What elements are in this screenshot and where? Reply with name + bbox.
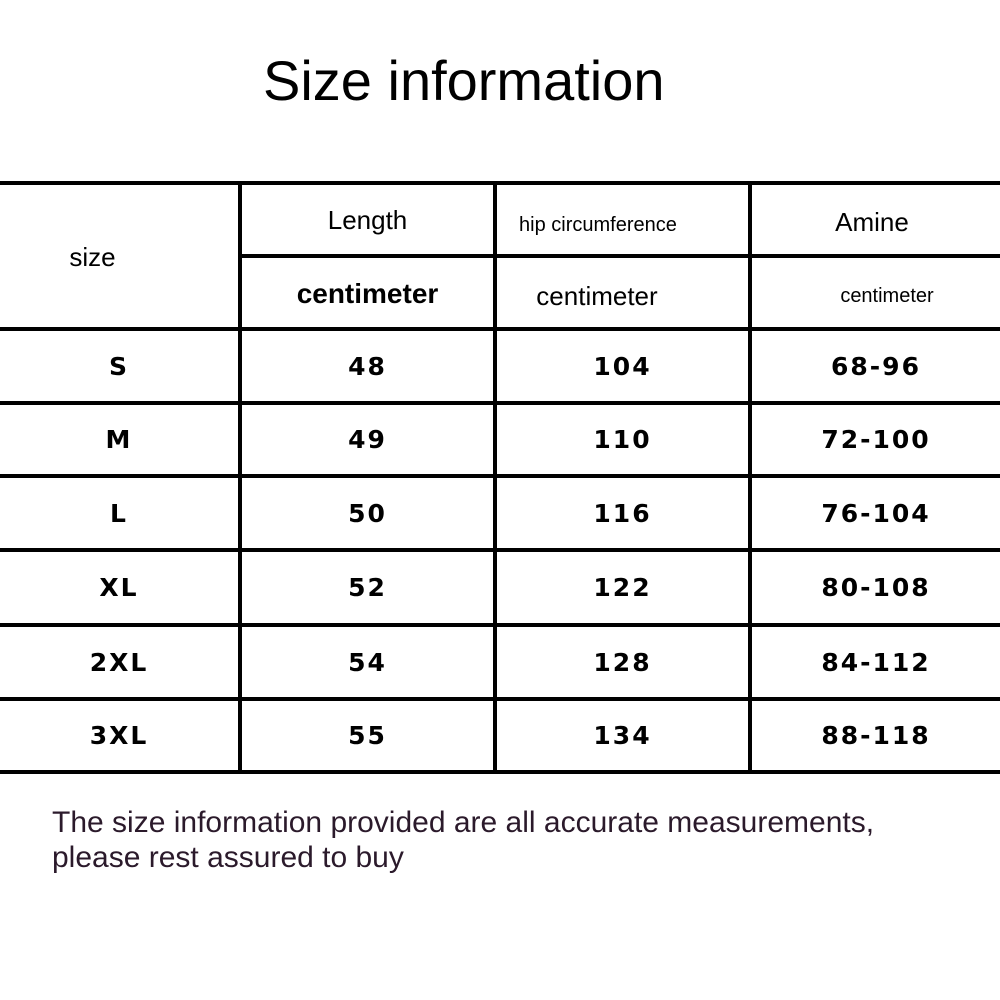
length-unit: centimeter: [296, 278, 439, 309]
table-border-bottom: [0, 770, 1000, 774]
column-divider: [493, 182, 497, 774]
length-cell: 55: [348, 721, 387, 750]
size-cell: XL: [99, 573, 139, 602]
hip-cell: 116: [593, 498, 652, 528]
column-divider: [748, 182, 752, 774]
hip-cell: 128: [593, 647, 652, 677]
length-cell: 54: [348, 647, 387, 677]
hip-unit: centimeter: [536, 280, 658, 311]
length-header: Length: [327, 204, 408, 235]
length-cell: 49: [348, 425, 387, 454]
header-divider: [240, 254, 1000, 258]
footer-line-1: The size information provided are all ac…: [52, 806, 875, 839]
amine-header: Amine: [835, 206, 909, 237]
length-cell: 48: [348, 351, 387, 381]
row-divider: [0, 474, 1000, 478]
hip-header: hip circumference: [519, 214, 677, 236]
amine-cell: 88-118: [821, 721, 931, 750]
amine-unit: centimeter: [840, 284, 934, 307]
row-divider: [0, 623, 1000, 627]
size-cell: 2XL: [89, 647, 149, 677]
amine-cell: 76-104: [821, 498, 931, 528]
amine-cell: 68-96: [831, 351, 921, 381]
size-header: size: [69, 242, 116, 272]
size-cell: 3XL: [89, 721, 149, 750]
amine-cell: 80-108: [821, 573, 931, 602]
amine-cell: 84-112: [821, 647, 931, 677]
row-divider: [0, 401, 1000, 405]
size-cell: M: [105, 425, 133, 454]
amine-cell: 72-100: [821, 425, 931, 454]
table-border-top: [0, 181, 1000, 185]
row-divider: [0, 697, 1000, 701]
footer-line-2: please rest assured to buy: [52, 841, 404, 874]
column-divider: [238, 182, 242, 774]
footer-note: The size information provided are all ac…: [52, 805, 874, 875]
size-cell: L: [110, 498, 128, 528]
row-divider: [0, 548, 1000, 552]
length-cell: 52: [348, 573, 387, 602]
hip-cell: 110: [593, 425, 652, 454]
hip-cell: 122: [593, 573, 652, 602]
hip-cell: 134: [593, 721, 652, 750]
page-title: Size information: [263, 49, 665, 112]
hip-cell: 104: [593, 351, 652, 381]
size-cell: S: [108, 351, 129, 381]
length-cell: 50: [348, 498, 387, 528]
row-divider: [0, 327, 1000, 331]
